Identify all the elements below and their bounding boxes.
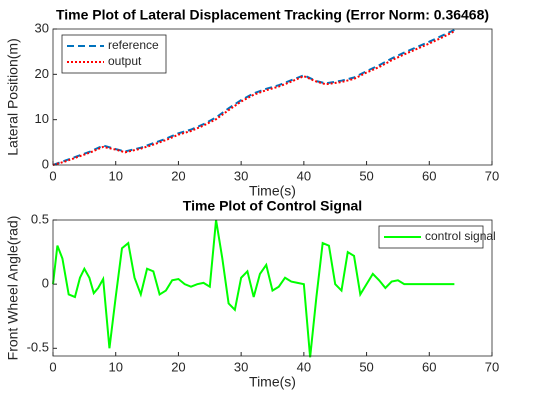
data-line bbox=[52, 30, 455, 166]
x-tick-label: 30 bbox=[234, 168, 248, 183]
x-tick-label: 20 bbox=[171, 168, 185, 183]
x-axis-label: Time(s) bbox=[249, 374, 296, 390]
y-tick-label: 0.5 bbox=[31, 211, 49, 226]
x-tick-label: 50 bbox=[359, 359, 373, 374]
x-tick-label: 40 bbox=[297, 359, 311, 374]
x-tick-label: 10 bbox=[108, 168, 122, 183]
y-tick-label: 10 bbox=[35, 111, 49, 126]
y-axis-label: Front Wheel Angle(rad) bbox=[5, 216, 21, 361]
chart-title: Time Plot of Control Signal bbox=[183, 198, 362, 214]
legend: control signal bbox=[378, 225, 496, 249]
y-tick-label: 20 bbox=[35, 66, 49, 81]
x-axis-label: Time(s) bbox=[249, 183, 296, 199]
chart-title: Time Plot of Lateral Displacement Tracki… bbox=[56, 7, 489, 23]
data-line bbox=[52, 219, 455, 358]
x-tick-label: 20 bbox=[171, 359, 185, 374]
x-tick-label: 70 bbox=[485, 359, 499, 374]
legend-label: output bbox=[108, 54, 142, 68]
legend-label: control signal bbox=[425, 229, 496, 243]
y-tick-label: -0.5 bbox=[27, 340, 49, 355]
x-tick-label: 0 bbox=[49, 359, 56, 374]
x-tick-label: 40 bbox=[297, 168, 311, 183]
x-tick-label: 0 bbox=[49, 168, 56, 183]
x-tick-label: 60 bbox=[422, 168, 436, 183]
x-tick-label: 70 bbox=[485, 168, 499, 183]
x-tick-label: 10 bbox=[108, 359, 122, 374]
axes-box bbox=[52, 219, 493, 357]
legend-box bbox=[61, 34, 167, 74]
x-tick-label: 50 bbox=[359, 168, 373, 183]
y-tick-label: 0 bbox=[42, 156, 49, 171]
legend: reference output bbox=[61, 34, 167, 74]
y-tick-label: 30 bbox=[35, 20, 49, 35]
legend-box bbox=[378, 225, 484, 249]
legend-label: reference bbox=[108, 38, 159, 52]
x-tick-label: 60 bbox=[422, 359, 436, 374]
y-axis-label: Lateral Position(m) bbox=[5, 38, 21, 156]
axes-box bbox=[52, 28, 493, 166]
x-tick-label: 30 bbox=[234, 359, 248, 374]
y-tick-label: 0 bbox=[42, 276, 49, 291]
